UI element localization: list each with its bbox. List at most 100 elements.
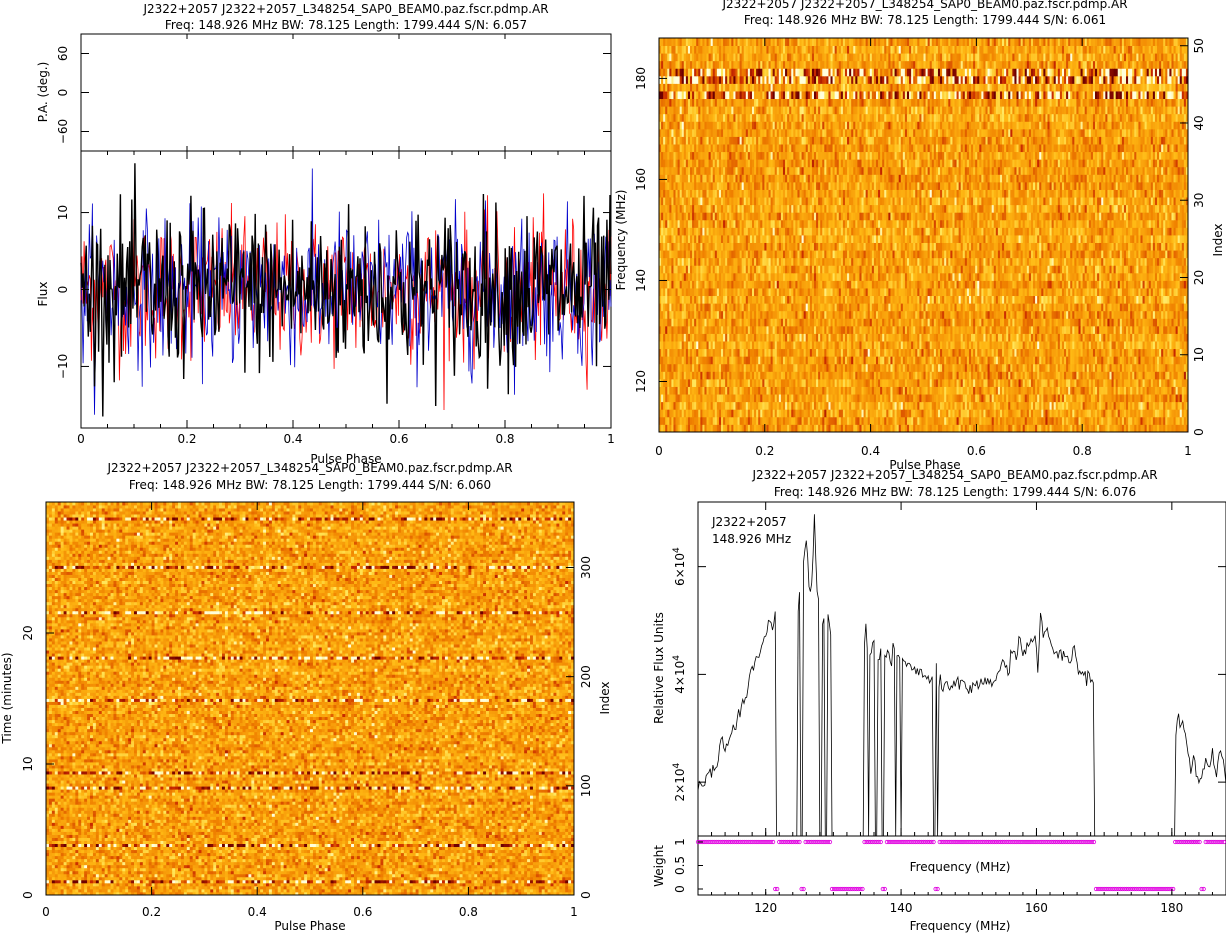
- freq-phase-cell: [1167, 416, 1170, 425]
- freq-phase-cell: [981, 401, 984, 410]
- freq-phase-cell: [853, 409, 856, 418]
- freq-phase-cell: [677, 416, 681, 425]
- freq-phase-cell: [900, 424, 904, 433]
- freq-phase-cell: [906, 371, 910, 380]
- freq-phase-cell: [991, 409, 995, 418]
- freq-phase-cell: [1167, 394, 1170, 403]
- freq-phase-cell: [793, 356, 796, 365]
- freq-phase-cell: [840, 401, 844, 410]
- freq-phase-cell: [884, 378, 887, 387]
- freq-phase-cell: [677, 356, 681, 365]
- freq-phase-cell: [704, 371, 707, 380]
- pa-ylabel: P.A. (deg.): [36, 62, 50, 123]
- freq-phase-cell: [1099, 394, 1102, 403]
- freq-phase-cell: [977, 409, 980, 418]
- freq-phase-cell: [1059, 386, 1063, 395]
- freq-phase-cell: [855, 409, 858, 418]
- freq-phase-cell: [1030, 401, 1034, 410]
- freq-phase-cell: [762, 424, 765, 433]
- freq-phase-cell: [793, 416, 796, 425]
- freq-phase-cell: [1022, 363, 1026, 372]
- freq-phase-cell: [911, 363, 914, 372]
- freq-phase-cell: [952, 424, 955, 433]
- freq-phase-cell: [801, 371, 805, 380]
- freq-phase-cell: [898, 416, 902, 425]
- freq-phase-cell: [966, 401, 970, 410]
- freq-phase-cell: [913, 356, 916, 365]
- freq-phase-cell: [716, 409, 720, 418]
- freq-phase-cell: [1128, 424, 1131, 433]
- freq-phase-cell: [834, 363, 838, 372]
- freq-phase-cell: [681, 416, 685, 425]
- freq-phase-cell: [1014, 424, 1017, 433]
- freq-phase-cell: [677, 378, 681, 387]
- freq-phase-cell: [1092, 409, 1096, 418]
- freq-phase-cell: [993, 371, 997, 380]
- freq-phase-cell: [1152, 371, 1156, 380]
- freq-phase-cell: [1072, 424, 1075, 433]
- freq-phase-cell: [716, 371, 720, 380]
- freq-phase-cell: [805, 416, 809, 425]
- freq-phase-cell: [844, 416, 848, 425]
- freq-phase-cell: [915, 356, 918, 365]
- freq-phase-cell: [952, 409, 955, 418]
- freq-phase-cell: [894, 386, 898, 395]
- freq-phase-cell: [700, 371, 703, 380]
- freq-phase-cell: [878, 401, 881, 410]
- freq-phase-cell: [985, 378, 988, 387]
- freq-phase-cell: [766, 356, 769, 365]
- freq-phase-cell: [983, 416, 986, 425]
- freq-phase-cell: [1140, 394, 1143, 403]
- freq-phase-cell: [733, 386, 736, 395]
- freq-phase-cell: [904, 416, 908, 425]
- freq-phase-cell: [698, 401, 701, 410]
- freq-phase-cell: [1033, 424, 1036, 433]
- freq-phase-cell: [973, 386, 976, 395]
- freq-phase-cell: [1024, 378, 1028, 387]
- freq-phase-cell: [1057, 386, 1061, 395]
- freq-phase-cell: [1159, 394, 1162, 403]
- freq-phase-cell: [900, 378, 904, 387]
- freq-phase-cell: [948, 363, 951, 372]
- freq-phase-cell: [865, 386, 869, 395]
- freq-phase-cell: [923, 378, 926, 387]
- freq-phase-cell: [847, 378, 850, 387]
- freq-phase-cell: [960, 401, 964, 410]
- freq-phase-cell: [698, 371, 701, 380]
- freq-phase-cell: [663, 356, 666, 365]
- freq-phase-cell: [751, 363, 755, 372]
- freq-phase-cell: [704, 378, 707, 387]
- freq-phase-cell: [832, 356, 836, 365]
- freq-phase-cell: [1152, 378, 1156, 387]
- freq-phase-cell: [1111, 409, 1115, 418]
- freq-phase-cell: [716, 386, 720, 395]
- freq-phase-cell: [1146, 386, 1150, 395]
- freq-phase-cell: [720, 409, 724, 418]
- freq-phase-cell: [882, 394, 885, 403]
- freq-phase-cell: [1169, 394, 1172, 403]
- freq-phase-cell: [696, 356, 699, 365]
- freq-phase-cell: [1078, 378, 1081, 387]
- freq-phase-cell: [944, 363, 947, 372]
- freq-phase-cell: [1045, 416, 1048, 425]
- freq-phase-cell: [977, 356, 980, 365]
- freq-phase-cell: [921, 424, 924, 433]
- freq-phase-cell: [896, 363, 900, 372]
- freq-phase-cell: [1152, 363, 1156, 372]
- freq-phase-cell: [1035, 378, 1038, 387]
- freq-phase-cell: [663, 363, 666, 372]
- freq-phase-cell: [1101, 378, 1104, 387]
- freq-phase-cell: [1068, 378, 1071, 387]
- freq-phase-cell: [805, 356, 809, 365]
- freq-phase-cell: [1002, 386, 1005, 395]
- freq-phase-cell: [1041, 409, 1044, 418]
- freq-phase-cell: [669, 371, 672, 380]
- freq-phase-cell: [1128, 378, 1131, 387]
- freq-phase-cell: [782, 424, 786, 433]
- freq-phase-cell: [729, 409, 732, 418]
- freq-phase-cell: [861, 371, 864, 380]
- freq-phase-cell: [696, 386, 699, 395]
- freq-phase-cell: [718, 424, 722, 433]
- freq-phase-cell: [830, 401, 833, 410]
- freq-phase-cell: [1163, 416, 1166, 425]
